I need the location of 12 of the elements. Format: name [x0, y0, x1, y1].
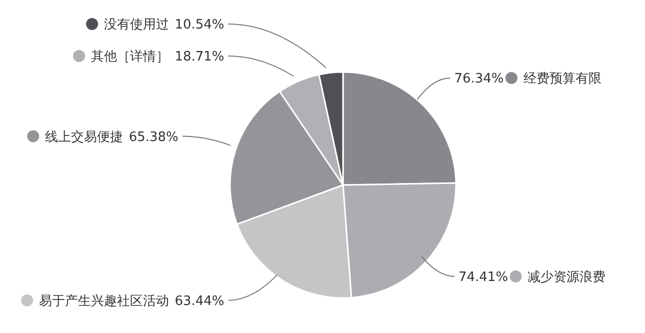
legend-label: 其他［详情］ — [91, 50, 170, 65]
data-label: 65.38% — [128, 130, 178, 145]
legend-label: 线上交易便捷 — [45, 128, 124, 145]
legend-label: 没有使用过 — [104, 18, 170, 33]
data-label: 76.34% — [454, 72, 504, 87]
legend-label: 易于产生兴趣社区活动 — [39, 294, 170, 309]
data-label: 63.44% — [174, 294, 224, 309]
data-label: 10.54% — [174, 18, 224, 33]
data-label: 74.41% — [458, 270, 508, 285]
legend-label: 减少资源浪费 — [528, 268, 606, 285]
data-label: 18.71% — [174, 50, 224, 65]
legend-label: 经费预算有限 — [523, 72, 602, 87]
